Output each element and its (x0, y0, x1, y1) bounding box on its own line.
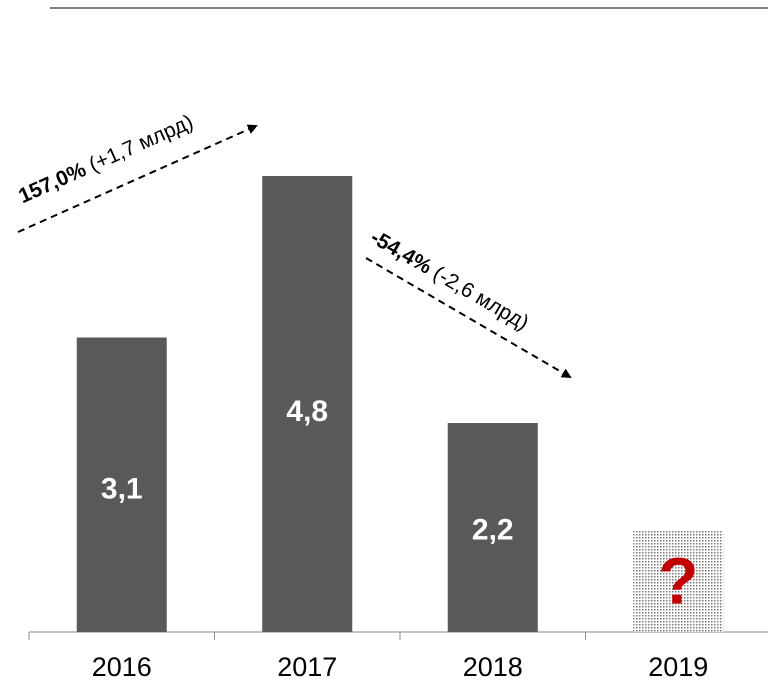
bar (447, 423, 538, 632)
annotation-text: (+1,7 млрд) (80, 110, 196, 179)
arrow (365, 257, 572, 379)
annotation-bold: 157,0% (15, 158, 90, 208)
bar (76, 337, 167, 632)
arrow (17, 124, 258, 233)
annotation: -54,4% (-2,6 млрд) (367, 225, 533, 334)
placeholder-bar (633, 530, 724, 632)
annotation-text: (-2,6 млрд) (424, 258, 532, 334)
value-label: 2,2 (472, 514, 514, 547)
x-tick-label: 2017 (277, 652, 337, 682)
placeholder-label: ? (658, 543, 698, 617)
value-label: 4,8 (286, 395, 328, 428)
value-label: 3,1 (101, 473, 143, 506)
x-tick-label: 2016 (92, 652, 152, 682)
x-tick-label: 2018 (463, 652, 523, 682)
x-tick-label: 2019 (648, 652, 708, 682)
annotation-bold: -54,4% (367, 225, 436, 278)
bar (262, 176, 353, 632)
